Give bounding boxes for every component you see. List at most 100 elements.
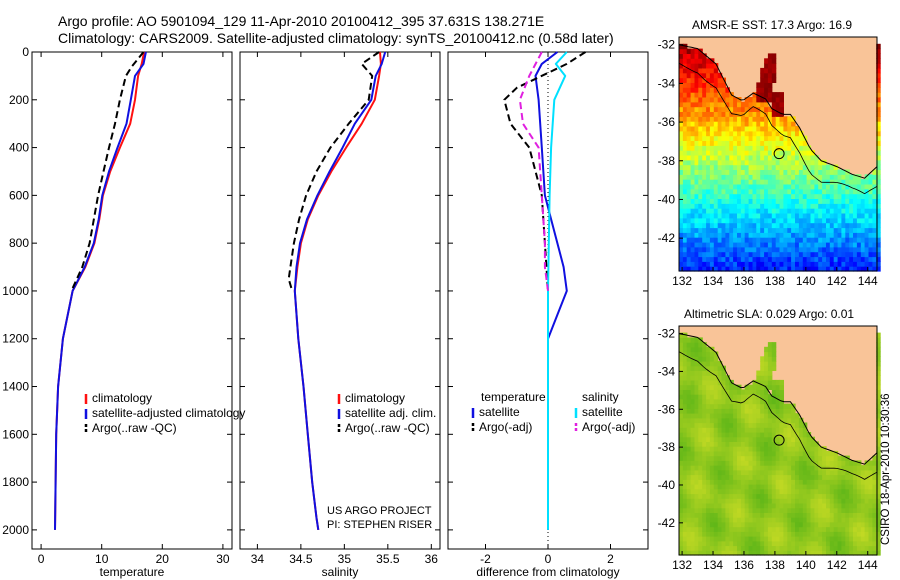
ocean-cell: [729, 427, 734, 433]
ocean-cell: [721, 450, 726, 457]
ocean-cell: [775, 92, 781, 98]
ocean-cell: [690, 169, 696, 175]
ocean-cell: [721, 237, 726, 243]
ocean-cell: [849, 174, 854, 180]
ocean-cell: [737, 169, 742, 175]
ocean-cell: [690, 446, 696, 452]
ocean-cell: [709, 126, 715, 132]
ocean-cell: [771, 432, 777, 438]
ocean-cell: [740, 140, 746, 146]
ocean-cell: [679, 403, 684, 409]
ocean-cell: [690, 398, 696, 405]
ocean-cell: [748, 432, 754, 438]
ocean-cell: [740, 484, 746, 490]
ocean-cell: [787, 465, 792, 471]
ocean-cell: [853, 193, 858, 199]
ocean-cell: [872, 184, 877, 190]
ocean-cell: [694, 484, 699, 490]
ocean-cell: [748, 469, 754, 476]
ocean-cell: [771, 474, 777, 480]
ocean-cell: [737, 450, 742, 457]
ocean-cell: [783, 256, 788, 262]
ocean-cell: [767, 531, 773, 537]
ocean-cell: [698, 517, 703, 523]
ocean-cell: [713, 121, 719, 127]
ocean-cell: [725, 106, 730, 112]
ocean-cell: [748, 408, 754, 414]
ocean-cell: [841, 512, 846, 518]
ocean-cell: [783, 135, 788, 141]
ocean-cell: [775, 261, 781, 267]
ocean-cell: [698, 179, 703, 185]
ocean-cell: [791, 174, 796, 180]
ocean-cell: [709, 87, 715, 93]
ocean-cell: [744, 469, 750, 476]
ocean-cell: [833, 512, 839, 518]
ocean-cell: [706, 174, 711, 180]
ocean-cell: [826, 179, 831, 185]
ocean-cell: [841, 550, 846, 556]
ocean-cell: [725, 446, 730, 452]
ocean-cell: [767, 116, 773, 122]
ocean-cell: [868, 545, 873, 551]
ocean-cell: [725, 232, 730, 238]
ocean-cell: [698, 450, 703, 457]
ocean-cell: [814, 469, 819, 476]
ocean-cell: [717, 441, 723, 447]
ocean-cell: [849, 536, 854, 542]
ocean-cell: [787, 140, 792, 146]
ocean-cell: [744, 116, 750, 122]
ocean-cell: [795, 479, 800, 485]
ocean-cell: [756, 164, 761, 170]
ocean-cell: [694, 126, 699, 132]
ocean-cell: [686, 82, 692, 88]
ocean-cell: [856, 213, 862, 219]
ocean-cell: [826, 450, 831, 457]
ocean-cell: [802, 150, 808, 156]
ocean-cell: [872, 526, 877, 532]
ocean-cell: [690, 208, 696, 214]
ocean-cell: [798, 432, 804, 438]
ocean-cell: [698, 403, 703, 409]
ocean-cell: [856, 184, 862, 190]
ocean-cell: [791, 150, 796, 156]
ocean-cell: [725, 237, 730, 243]
ocean-cell: [771, 488, 777, 495]
ocean-cell: [856, 536, 862, 542]
ocean-cell: [682, 403, 688, 409]
ocean-cell: [771, 67, 777, 74]
ocean-cell: [876, 222, 881, 229]
ocean-cell: [795, 203, 800, 209]
ocean-cell: [853, 256, 858, 262]
ocean-cell: [802, 436, 808, 442]
ocean-cell: [748, 521, 754, 528]
ocean-cell: [864, 266, 870, 272]
ocean-cell: [841, 460, 846, 466]
ocean-cell: [791, 227, 796, 233]
x-axis-label: difference from climatology: [476, 565, 619, 579]
ocean-cell: [682, 356, 688, 362]
ocean-cell: [802, 540, 808, 547]
ocean-cell: [814, 455, 819, 461]
ocean-cell: [826, 517, 831, 523]
ocean-cell: [806, 550, 812, 556]
ocean-cell: [876, 498, 881, 504]
x-tick-label: 138: [765, 274, 785, 288]
ocean-cell: [829, 550, 835, 556]
ocean-cell: [686, 375, 692, 381]
ocean-cell: [717, 145, 723, 151]
ocean-cell: [709, 193, 715, 199]
ocean-cell: [829, 507, 835, 513]
ocean-cell: [725, 116, 730, 122]
ocean-cell: [679, 106, 684, 112]
ocean-cell: [702, 526, 707, 532]
ocean-cell: [725, 179, 730, 185]
ocean-cell: [686, 545, 692, 551]
ocean-cell: [713, 351, 719, 357]
ocean-cell: [822, 512, 827, 518]
ocean-cell: [806, 203, 812, 209]
ocean-cell: [679, 121, 684, 127]
ocean-cell: [860, 198, 866, 204]
ocean-cell: [771, 63, 777, 69]
ocean-cell: [787, 441, 792, 447]
